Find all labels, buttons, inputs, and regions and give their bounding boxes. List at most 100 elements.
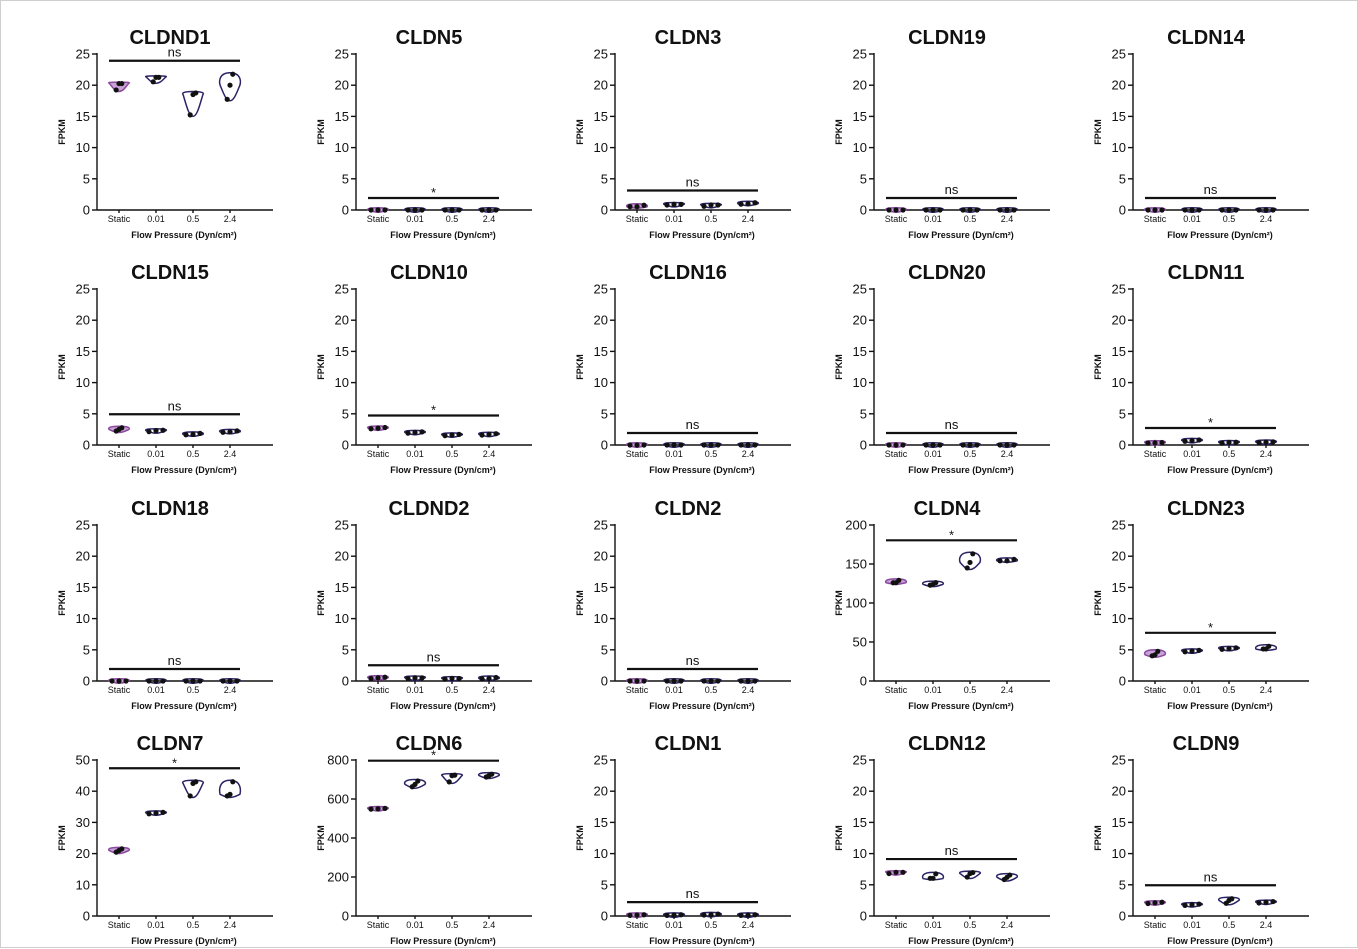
y-tick-label: 5 — [860, 877, 867, 892]
data-point — [1145, 440, 1151, 446]
data-point — [715, 911, 721, 917]
chart-title: CLDN3 — [655, 27, 722, 49]
y-tick-label: 20 — [76, 549, 90, 564]
y-axis-label: FPKM — [1093, 354, 1103, 380]
significance-label: ns — [686, 417, 700, 432]
y-axis-label: FPKM — [575, 590, 585, 616]
chart-svg: CLDN6 0 200 400 600 800 FPKM Static 0.01 0.5 2.4 Fl… — [316, 733, 532, 946]
y-axis-label: FPKM — [57, 119, 67, 145]
y-tick-label: 15 — [76, 344, 90, 359]
data-point — [886, 870, 892, 877]
data-point — [153, 428, 159, 434]
data-point — [997, 207, 1003, 213]
y-tick-label: 15 — [335, 109, 349, 124]
data-point — [415, 778, 421, 784]
violin-0.5 — [181, 779, 205, 799]
x-tick-label: 0.01 — [406, 920, 424, 930]
data-point — [150, 79, 156, 85]
chart-title: CLDN2 — [655, 498, 722, 520]
significance-label: ns — [168, 45, 182, 60]
data-point — [752, 442, 758, 448]
data-point — [456, 675, 462, 682]
data-point — [405, 207, 411, 213]
x-axis-label: Flow Pressure (Dyn/cm²) — [390, 936, 496, 946]
chart-title: CLDN19 — [908, 27, 986, 49]
chart-panel-cldn11: CLDN11 0 5 10 15 20 25 FPKM Static 0.01 0.5 2.4 Flow… — [1077, 246, 1335, 478]
y-axis-label: FPKM — [316, 119, 326, 145]
x-tick-label: 2.4 — [742, 920, 755, 930]
violin-2.4 — [218, 779, 242, 799]
y-tick-label: 25 — [76, 518, 90, 533]
y-tick-label: 20 — [76, 78, 90, 93]
data-point — [227, 82, 233, 88]
data-point — [419, 675, 425, 681]
x-tick-label: 2.4 — [1260, 214, 1273, 224]
data-point — [708, 442, 714, 448]
y-tick-label: 15 — [1112, 109, 1126, 124]
x-axis-label: Flow Pressure (Dyn/cm²) — [649, 230, 755, 240]
data-point — [1155, 648, 1161, 654]
data-point — [896, 577, 902, 583]
y-tick-label: 0 — [342, 203, 349, 218]
x-tick-label: Static — [626, 449, 649, 459]
data-point — [678, 912, 684, 918]
data-point — [382, 805, 388, 811]
y-tick-label: 25 — [594, 282, 608, 297]
x-tick-label: 2.4 — [1001, 449, 1014, 459]
significance-label: ns — [168, 653, 182, 668]
y-tick-label: 25 — [1112, 282, 1126, 297]
y-tick-label: 15 — [1112, 580, 1126, 595]
y-tick-label: 20 — [335, 78, 349, 93]
data-point — [1189, 438, 1195, 444]
x-tick-label: Static — [367, 920, 390, 930]
chart-svg: CLDN23 0 5 10 15 20 25 FPKM Static 0.01 0.5 2.4 Flow… — [1093, 498, 1309, 711]
y-tick-label: 20 — [594, 78, 608, 93]
data-point — [1226, 439, 1232, 446]
y-tick-label: 15 — [594, 815, 608, 830]
data-point — [634, 678, 640, 684]
data-point — [486, 431, 492, 437]
y-tick-label: 10 — [594, 140, 608, 155]
data-point — [116, 678, 122, 684]
significance-label: ns — [686, 175, 700, 190]
violin-2.4 — [995, 872, 1019, 882]
x-tick-label: 0.01 — [147, 920, 165, 930]
data-point — [930, 207, 936, 213]
y-tick-label: 20 — [853, 784, 867, 799]
x-tick-label: 0.01 — [1183, 920, 1201, 930]
significance-label: ns — [945, 182, 959, 197]
x-axis-label: Flow Pressure (Dyn/cm²) — [1167, 465, 1273, 475]
data-point — [933, 580, 939, 586]
x-tick-label: Static — [885, 685, 908, 695]
y-tick-label: 15 — [1112, 815, 1126, 830]
data-point — [634, 912, 640, 918]
data-point — [375, 806, 381, 812]
x-tick-label: 0.01 — [665, 214, 683, 224]
data-point — [1011, 556, 1017, 562]
x-tick-label: Static — [108, 685, 131, 695]
chart-title: CLDND1 — [129, 27, 210, 49]
y-tick-label: 10 — [1112, 846, 1126, 861]
violin-0.01 — [144, 75, 168, 85]
chart-svg: CLDN4 0 50 100 150 200 FPKM Static 0.01 0.5 2.4 Flo… — [834, 498, 1050, 711]
y-tick-label: 5 — [601, 171, 608, 186]
y-tick-label: 0 — [601, 203, 608, 218]
violin-0.5 — [181, 90, 205, 118]
data-point — [1152, 207, 1158, 213]
data-point — [153, 678, 159, 684]
significance-label: ns — [686, 886, 700, 901]
data-point — [752, 200, 758, 206]
data-point — [160, 809, 166, 815]
y-axis-label: FPKM — [1093, 119, 1103, 145]
data-point — [405, 675, 411, 682]
violin-2.4 — [477, 771, 501, 780]
data-point — [1159, 899, 1165, 905]
y-axis-label: FPKM — [57, 354, 67, 380]
data-point — [923, 207, 929, 213]
y-tick-label: 0 — [1119, 909, 1126, 924]
y-tick-label: 30 — [76, 815, 90, 830]
x-tick-label: 0.01 — [1183, 449, 1201, 459]
data-point — [1256, 900, 1262, 906]
y-tick-label: 25 — [594, 47, 608, 62]
data-point — [456, 431, 462, 437]
